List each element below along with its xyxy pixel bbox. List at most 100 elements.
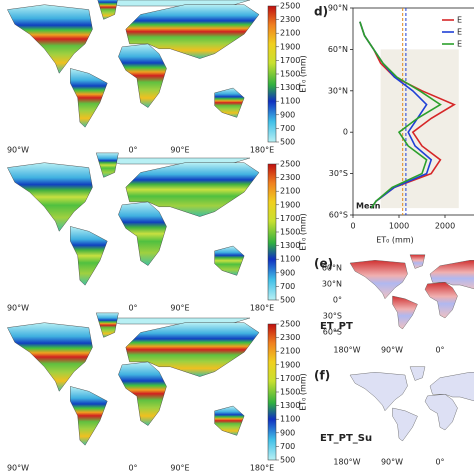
colorbar-tick-label: 1900 <box>280 360 300 369</box>
land <box>125 162 260 217</box>
y-tick-label: 30°N <box>328 86 348 95</box>
y-tick-label: 0° <box>333 296 342 305</box>
y-tick-label: 30°S <box>329 169 348 178</box>
x-tick-label: 90°W <box>7 464 29 473</box>
legend-label: E <box>457 40 462 49</box>
land <box>392 295 418 330</box>
land <box>118 201 167 266</box>
land <box>392 407 418 442</box>
colorbar-tick-label: 500 <box>280 138 295 147</box>
colorbar-tick-label: 700 <box>280 442 295 451</box>
land <box>429 372 474 402</box>
colorbar-tick-label: 1700 <box>280 374 300 383</box>
colorbar-tick-label: 1900 <box>280 200 300 209</box>
x-tick-label: 180°E <box>250 146 274 155</box>
colorbar-tick-label: 2100 <box>280 187 300 196</box>
land <box>70 226 108 286</box>
colorbar-tick-label: 700 <box>280 282 295 291</box>
y-tick-label: 60°S <box>323 328 342 337</box>
map <box>7 0 260 128</box>
colorbar-tick-label: 1500 <box>280 388 300 397</box>
x-tick-label: 0° <box>128 464 137 473</box>
x-tick-label: 0° <box>128 304 137 313</box>
land <box>349 260 408 300</box>
x-tick-label: 0 <box>350 222 355 231</box>
colorbar-tick-label: 1300 <box>280 83 300 92</box>
colorbar <box>267 5 277 143</box>
x-tick-label: 90°W <box>381 346 403 355</box>
y-tick-label: 90°N <box>328 4 348 13</box>
x-tick-label: 180°W <box>333 346 360 355</box>
colorbar-tick-label: 2500 <box>280 320 300 329</box>
land <box>7 4 93 74</box>
colorbar-tick-label: 2300 <box>280 333 300 342</box>
x-tick-label: 180°E <box>250 304 274 313</box>
plot-frame <box>352 7 474 216</box>
x-tick-label: 90°E <box>170 304 189 313</box>
colorbar-tick-label: 1300 <box>280 401 300 410</box>
panel-name: ET_PT_Su <box>320 433 372 444</box>
colorbar-tick-label: 900 <box>280 268 295 277</box>
colorbar <box>267 323 277 461</box>
legend-label: E <box>457 16 462 25</box>
colorbar-label: ET₀ (mm) <box>299 213 308 251</box>
colorbar-tick-label: 1100 <box>280 255 300 264</box>
land <box>349 372 408 412</box>
x-tick-label: 90°E <box>170 464 189 473</box>
map <box>7 312 260 446</box>
x-tick-label: 0° <box>435 346 444 355</box>
colorbar-tick-label: 900 <box>280 110 295 119</box>
colorbar <box>267 163 277 301</box>
y-tick-label: 30°S <box>323 312 342 321</box>
colorbar-label: ET₀ (mm) <box>299 373 308 411</box>
colorbar-tick-label: 2100 <box>280 29 300 38</box>
colorbar-tick-label: 2100 <box>280 347 300 356</box>
x-tick-label: 90°W <box>7 304 29 313</box>
colorbar-tick-label: 2300 <box>280 173 300 182</box>
x-tick-label: 90°W <box>7 146 29 155</box>
colorbar-label: ET₀ (mm) <box>299 55 308 93</box>
colorbar-tick-label: 1700 <box>280 214 300 223</box>
x-axis-label: ET₀ (mm) <box>376 236 414 245</box>
land <box>7 322 93 392</box>
panel-name: ET_PT <box>320 321 353 332</box>
land <box>424 394 458 431</box>
land <box>409 366 426 381</box>
land <box>214 87 245 118</box>
legend-label: E <box>457 28 462 37</box>
x-tick-label: 90°E <box>170 146 189 155</box>
map <box>349 366 474 442</box>
map <box>349 254 474 330</box>
colorbar-tick-label: 2300 <box>280 15 300 24</box>
land <box>95 312 119 338</box>
y-tick-label: 60°N <box>322 264 342 273</box>
x-tick-label: 0° <box>435 458 444 467</box>
x-tick-label: 1000 <box>389 222 409 231</box>
x-tick-label: 180°W <box>333 458 360 467</box>
land <box>214 405 245 436</box>
x-tick-label: 180°E <box>250 464 274 473</box>
colorbar-tick-label: 900 <box>280 428 295 437</box>
x-tick-label: 2000 <box>435 222 455 231</box>
colorbar-tick-label: 700 <box>280 124 295 133</box>
panel-label: (f) <box>314 369 330 383</box>
colorbar-tick-label: 1300 <box>280 241 300 250</box>
y-tick-label: 30°N <box>322 280 342 289</box>
land <box>7 162 93 232</box>
land <box>118 43 167 108</box>
colorbar-tick-label: 1100 <box>280 415 300 424</box>
land <box>125 322 260 377</box>
x-tick-label: 90°W <box>381 458 403 467</box>
y-tick-label: 0 <box>343 128 348 137</box>
y-tick-label: 60°S <box>329 211 348 220</box>
land <box>125 4 260 59</box>
land <box>97 0 118 20</box>
colorbar-tick-label: 2500 <box>280 160 300 169</box>
colorbar-tick-label: 1100 <box>280 97 300 106</box>
annotation: Mean <box>356 202 381 211</box>
land <box>409 254 426 269</box>
colorbar-tick-label: 500 <box>280 296 295 305</box>
land <box>214 245 245 276</box>
land <box>429 260 474 290</box>
